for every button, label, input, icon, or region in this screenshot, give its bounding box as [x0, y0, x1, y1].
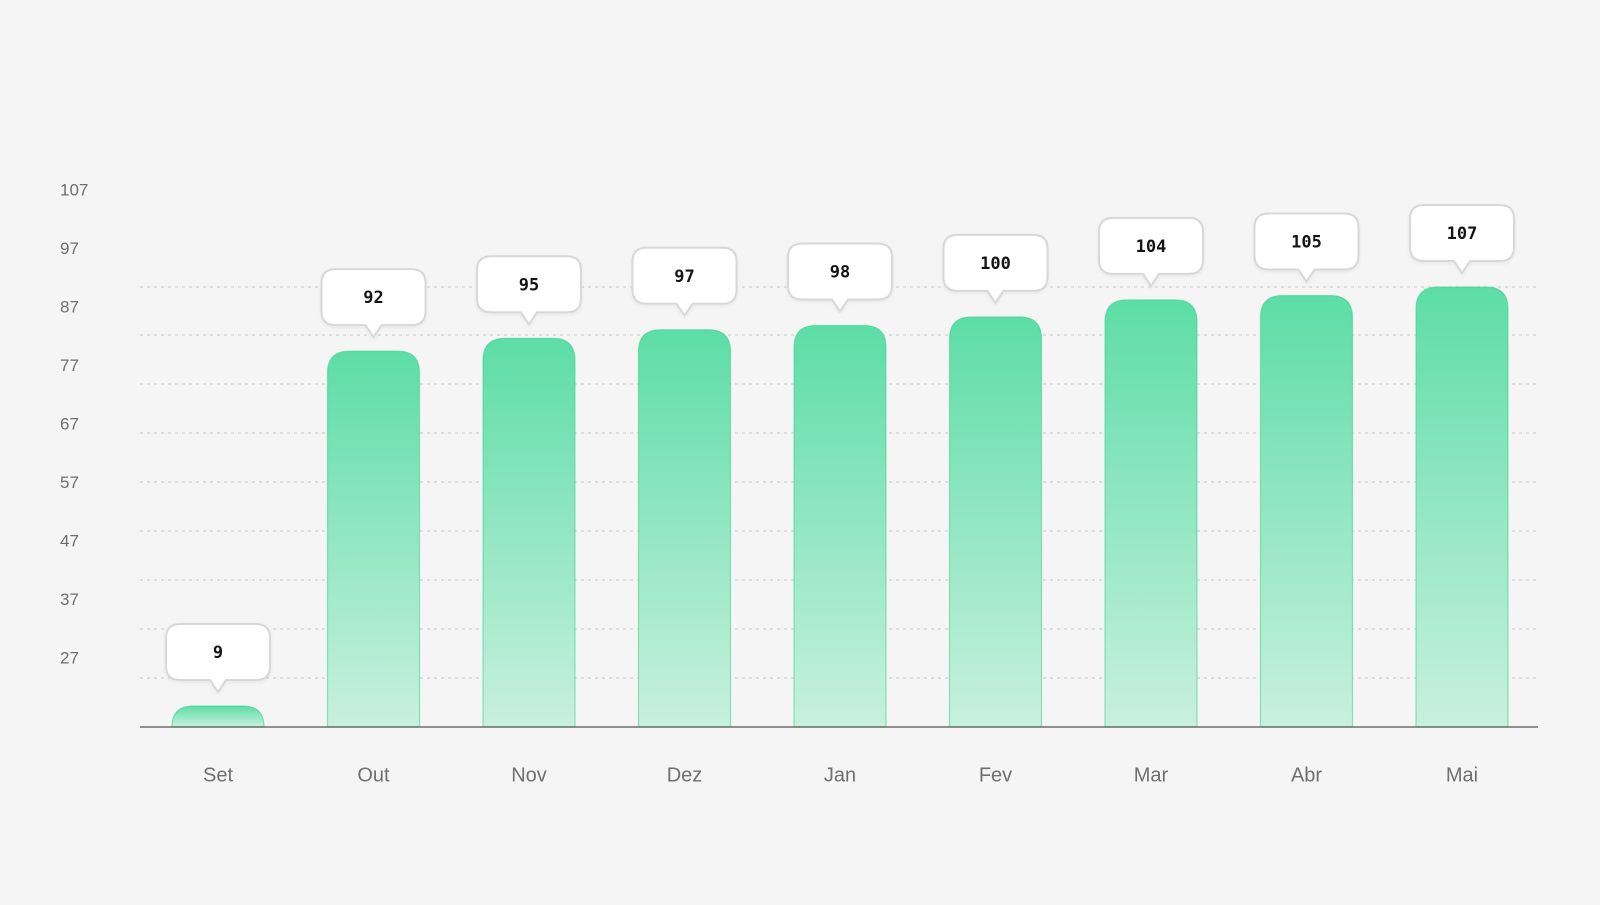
y-tick-label: 87 [60, 297, 79, 316]
data-label: 104 [1136, 237, 1167, 257]
bar-out [326, 350, 421, 728]
bar-mai [1415, 286, 1509, 728]
x-tick-label: Fev [979, 764, 1012, 786]
x-tick-label: Nov [511, 764, 547, 786]
bar-mar [1104, 299, 1198, 728]
data-label-callout: 105 [1253, 212, 1360, 284]
bar-set [171, 705, 265, 728]
data-label: 97 [674, 267, 694, 287]
y-tick-label: 67 [60, 414, 79, 433]
y-tick-label: 107 [60, 180, 88, 199]
callout-bubble [1409, 204, 1515, 275]
data-label-callout: 95 [476, 255, 582, 327]
x-tick-label: Abr [1291, 764, 1322, 786]
callout-bubble [1253, 212, 1360, 284]
y-tick-label: 57 [60, 473, 79, 492]
data-label-callout: 104 [1098, 216, 1204, 288]
bar-abr [1259, 294, 1354, 728]
callout-bubble [631, 246, 738, 318]
data-label-callout: 107 [1409, 204, 1515, 275]
data-label-callout: 100 [942, 233, 1049, 305]
data-label: 95 [519, 275, 539, 295]
x-tick-label: Mar [1134, 764, 1169, 786]
x-axis: Set Out Nov Dez Jan Fev Mar Abr Mai [203, 764, 1478, 786]
data-label-callout: 98 [787, 242, 893, 314]
y-tick-label: 47 [60, 531, 79, 550]
callout-bubble [1098, 216, 1204, 288]
y-tick-label: 77 [60, 356, 79, 375]
callout-bubble [165, 623, 271, 694]
data-label: 9 [213, 643, 223, 663]
data-label: 92 [363, 288, 383, 308]
x-tick-label: Set [203, 764, 233, 786]
callout-bubble [942, 233, 1049, 305]
data-label-callout: 97 [631, 246, 738, 318]
y-tick-label: 97 [60, 239, 79, 258]
bar-jan [793, 324, 887, 728]
bars [171, 286, 1509, 728]
x-tick-label: Mai [1446, 764, 1478, 786]
bar-dez [637, 329, 732, 728]
data-labels: 9 92 95 97 98 100 104 105 107 [165, 204, 1515, 694]
data-label: 98 [830, 262, 850, 282]
data-label: 100 [980, 254, 1011, 274]
y-tick-label: 27 [60, 648, 79, 667]
callout-bubble [320, 268, 427, 339]
x-tick-label: Dez [667, 764, 703, 786]
callout-bubble [476, 255, 582, 327]
data-label-callout: 9 [165, 623, 271, 694]
y-tick-label: 37 [60, 590, 79, 609]
y-axis: 107 97 87 77 67 57 47 37 27 [60, 180, 88, 667]
data-label: 107 [1447, 224, 1478, 244]
data-label: 105 [1291, 233, 1322, 253]
x-tick-label: Out [357, 764, 390, 786]
x-tick-label: Jan [824, 764, 856, 786]
bar-fev [948, 316, 1043, 728]
data-label-callout: 92 [320, 268, 427, 339]
bar-nov [482, 337, 576, 728]
callout-bubble [787, 242, 893, 314]
